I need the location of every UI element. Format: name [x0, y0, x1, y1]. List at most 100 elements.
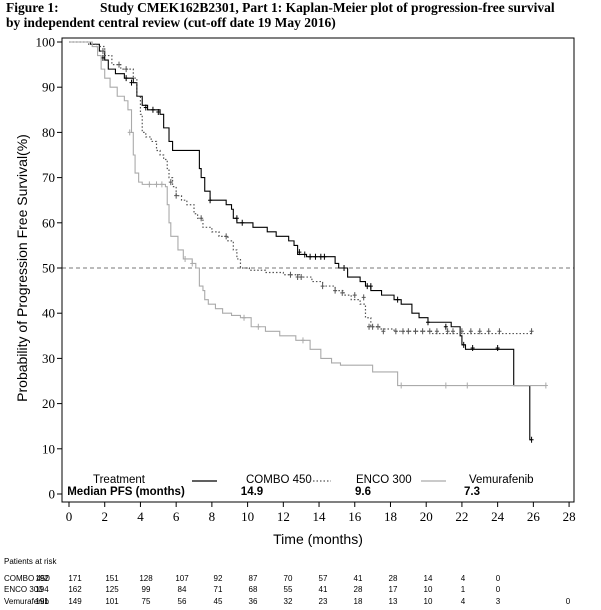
- risk-value-combo-450: 128: [139, 574, 153, 583]
- risk-row-label-enco-300: ENCO 300: [4, 585, 43, 594]
- y-tick-label: 30: [42, 351, 55, 366]
- censor-mark-enco-300: [375, 323, 380, 330]
- legend-median-label: Median PFS (months): [67, 486, 185, 498]
- risk-row-label-combo-450: COMBO 450: [4, 574, 50, 583]
- censor-mark-combo-450: [470, 345, 475, 352]
- censor-mark-vemurafenib: [127, 129, 132, 136]
- censor-mark-combo-450: [308, 253, 313, 260]
- censor-mark-vemurafenib: [443, 382, 448, 389]
- legend-median-enco-300: 9.6: [355, 486, 371, 498]
- censor-mark-combo-450: [302, 251, 307, 258]
- risk-value-vemurafenib: 56: [178, 597, 187, 606]
- censor-mark-enco-300: [445, 328, 450, 335]
- survival-curves: [69, 41, 548, 443]
- censor-mark-vemurafenib: [242, 314, 247, 321]
- risk-value-enco-300: 68: [249, 585, 258, 594]
- risk-value-combo-450: 171: [68, 574, 82, 583]
- censor-mark-vemurafenib: [543, 382, 548, 389]
- legend-header: Treatment: [93, 474, 146, 486]
- x-tick-label: 28: [563, 509, 576, 524]
- censor-mark-vemurafenib: [183, 255, 188, 262]
- risk-value-enco-300: 71: [214, 585, 223, 594]
- x-tick-label: 8: [209, 509, 216, 524]
- censor-mark-enco-300: [117, 61, 122, 68]
- risk-value-combo-450: 151: [105, 574, 119, 583]
- censor-mark-enco-300: [529, 328, 534, 335]
- risk-value-combo-450: 14: [424, 574, 433, 583]
- y-tick-label: 100: [36, 35, 56, 50]
- figure-title-text: Study CMEK162B2301, Part 1: Kaplan-Meier…: [100, 0, 555, 15]
- censor-mark-combo-450: [150, 106, 155, 113]
- x-tick-label: 4: [137, 509, 144, 524]
- censor-mark-vemurafenib: [190, 260, 195, 267]
- y-tick-label: 70: [42, 170, 55, 185]
- censor-mark-enco-300: [400, 328, 405, 335]
- legend-label-enco-300: ENCO 300: [356, 474, 412, 486]
- risk-value-combo-450: 41: [354, 574, 363, 583]
- legend: Treatment Median PFS (months) COMBO 4501…: [67, 474, 533, 498]
- risk-value-enco-300: 162: [68, 585, 82, 594]
- risk-value-enco-300: 1: [461, 585, 466, 594]
- risk-value-combo-450: 192: [35, 574, 49, 583]
- censor-mark-enco-300: [427, 328, 432, 335]
- x-tick-label: 24: [491, 509, 505, 524]
- x-tick-label: 6: [173, 509, 180, 524]
- censor-mark-enco-300: [174, 192, 179, 199]
- risk-value-vemurafenib: 13: [389, 597, 398, 606]
- figure-title: Figure 1: Study CMEK162B2301, Part 1: Kap…: [6, 0, 555, 30]
- censor-mark-combo-450: [342, 265, 347, 271]
- risk-value-vemurafenib: 149: [68, 597, 82, 606]
- risk-value-enco-300: 84: [178, 585, 187, 594]
- censor-mark-enco-300: [168, 179, 173, 186]
- censor-mark-combo-450: [318, 253, 323, 260]
- y-tick-label: 0: [49, 487, 56, 502]
- risk-value-combo-450: 4: [461, 574, 466, 583]
- legend-median-combo-450: 14.9: [241, 486, 263, 498]
- x-tick-label: 12: [277, 509, 290, 524]
- censor-mark-enco-300: [413, 328, 418, 335]
- x-tick-label: 14: [313, 509, 327, 524]
- censor-mark-enco-300: [224, 233, 229, 240]
- y-tick-label: 90: [42, 80, 55, 95]
- risk-value-combo-450: 57: [319, 574, 328, 583]
- x-tick-label: 0: [66, 509, 73, 524]
- risk-value-vemurafenib: 4: [461, 597, 466, 606]
- censor-mark-combo-450: [461, 341, 466, 348]
- x-tick-label: 2: [101, 509, 108, 524]
- y-tick-label: 10: [42, 441, 55, 456]
- y-tick-label: 50: [42, 261, 55, 276]
- censor-mark-enco-300: [370, 323, 375, 330]
- censor-mark-combo-450: [495, 345, 500, 352]
- censor-mark-enco-300: [381, 328, 386, 335]
- risk-value-enco-300: 17: [389, 585, 398, 594]
- risk-value-combo-450: 70: [284, 574, 293, 583]
- risk-value-vemurafenib: 36: [249, 597, 258, 606]
- censor-mark-enco-300: [199, 215, 204, 222]
- censor-mark-combo-450: [234, 215, 239, 222]
- censor-mark-enco-300: [486, 328, 491, 335]
- risk-value-combo-450: 87: [249, 574, 258, 583]
- legend-label-vemurafenib: Vemurafenib: [469, 474, 534, 486]
- figure-title-line-2: by independent central review (cut-off d…: [6, 15, 336, 30]
- x-tick-label: 26: [527, 509, 541, 524]
- censor-mark-combo-450: [129, 79, 134, 86]
- curve-enco-300: [69, 41, 534, 335]
- risk-value-enco-300: 10: [424, 585, 433, 594]
- risk-value-vemurafenib: 75: [142, 597, 151, 606]
- censor-mark-combo-450: [208, 197, 213, 204]
- figure-title-line-1: Figure 1: Study CMEK162B2301, Part 1: Kap…: [6, 0, 555, 15]
- risk-value-enco-300: 99: [142, 585, 151, 594]
- censor-mark-combo-450: [395, 296, 400, 303]
- risk-value-combo-450: 92: [214, 574, 223, 583]
- censor-mark-enco-300: [459, 328, 464, 335]
- censor-mark-enco-300: [477, 328, 482, 335]
- risk-value-enco-300: 125: [105, 585, 119, 594]
- risk-value-combo-450: 0: [496, 574, 501, 583]
- risk-value-vemurafenib: 18: [354, 597, 363, 606]
- censor-mark-combo-450: [529, 436, 534, 443]
- censor-mark-combo-450: [313, 253, 318, 260]
- censor-mark-combo-450: [322, 253, 327, 260]
